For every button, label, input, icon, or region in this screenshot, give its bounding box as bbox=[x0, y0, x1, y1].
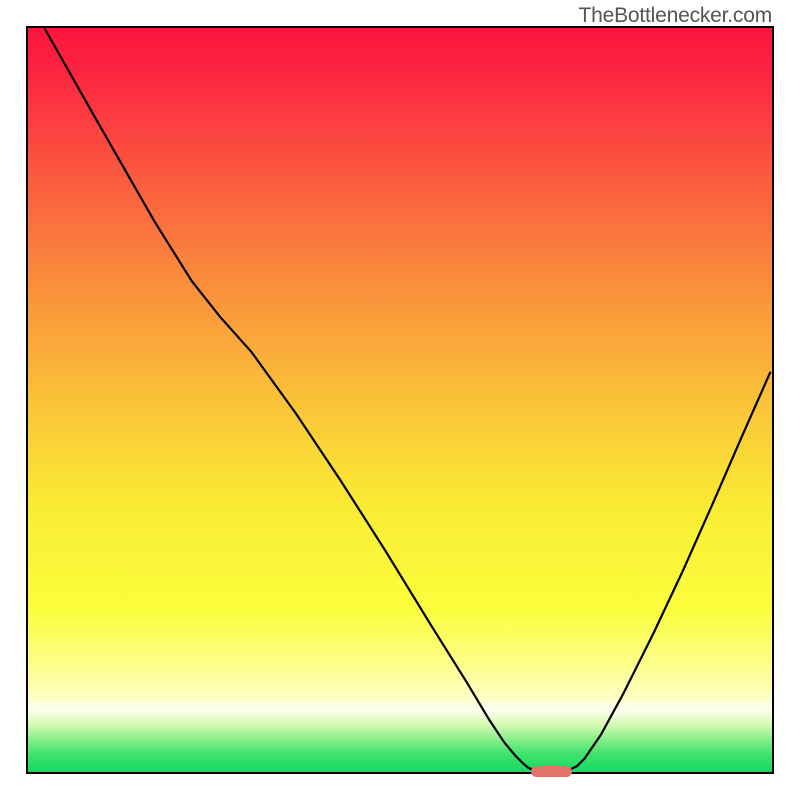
credit-text: TheBottlenecker.com bbox=[579, 4, 772, 28]
chart-container: TheBottlenecker.com bbox=[0, 0, 800, 800]
bottleneck-curve bbox=[28, 28, 772, 772]
optimal-marker bbox=[531, 766, 571, 777]
plot-area bbox=[26, 26, 774, 774]
